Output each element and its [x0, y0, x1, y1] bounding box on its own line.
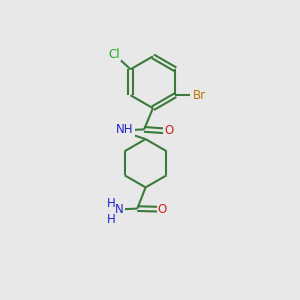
- Text: Br: Br: [193, 89, 206, 102]
- Text: Cl: Cl: [109, 47, 120, 61]
- Text: O: O: [158, 203, 167, 216]
- Text: NH: NH: [116, 124, 134, 136]
- Text: H: H: [107, 197, 116, 210]
- Text: H: H: [107, 213, 116, 226]
- Text: O: O: [164, 124, 173, 137]
- Text: N: N: [115, 203, 124, 216]
